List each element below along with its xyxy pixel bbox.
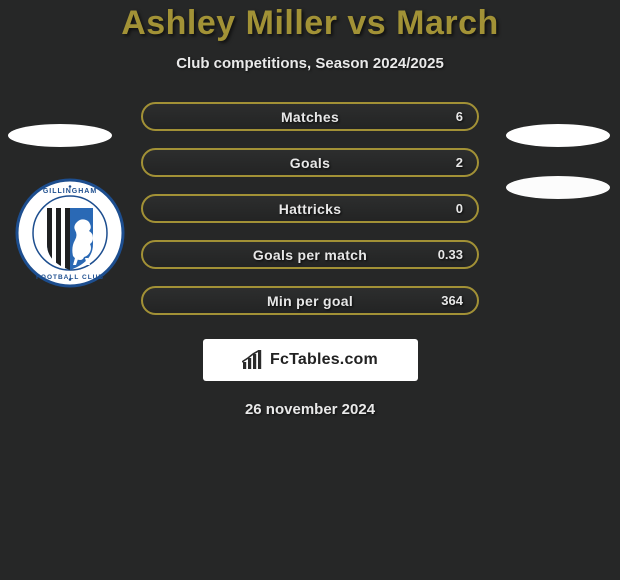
placeholder-ellipse-right-2 <box>506 176 610 199</box>
placeholder-ellipse-left <box>8 124 112 147</box>
snapshot-date: 26 november 2024 <box>245 401 375 418</box>
svg-text:FOOTBALL CLUB: FOOTBALL CLUB <box>36 274 104 281</box>
stat-label: Hattricks <box>279 201 342 217</box>
stat-label: Goals <box>290 155 330 171</box>
svg-text:GILLINGHAM: GILLINGHAM <box>43 188 97 195</box>
stat-row: Goals 2 <box>141 148 479 177</box>
stat-value: 0.33 <box>438 247 463 262</box>
stat-label: Matches <box>281 109 339 125</box>
bar-chart-icon <box>242 350 264 370</box>
stat-row: Goals per match 0.33 <box>141 240 479 269</box>
comparison-title: Ashley Miller vs March <box>121 4 499 43</box>
placeholder-ellipse-right-1 <box>506 124 610 147</box>
brand-name: FcTables.com <box>270 351 378 369</box>
stat-value: 2 <box>456 155 463 170</box>
comparison-subtitle: Club competitions, Season 2024/2025 <box>176 55 444 72</box>
stat-row: Min per goal 364 <box>141 286 479 315</box>
club-badge: GILLINGHAM FOOTBALL CLUB <box>15 178 125 288</box>
stat-value: 0 <box>456 201 463 216</box>
stat-row: Hattricks 0 <box>141 194 479 223</box>
stat-label: Min per goal <box>267 293 353 309</box>
stats-list: Matches 6 Goals 2 Hattricks 0 Goals per … <box>141 102 479 315</box>
stat-value: 6 <box>456 109 463 124</box>
stat-label: Goals per match <box>253 247 367 263</box>
stat-row: Matches 6 <box>141 102 479 131</box>
brand-box: FcTables.com <box>203 339 418 381</box>
stat-value: 364 <box>441 293 463 308</box>
